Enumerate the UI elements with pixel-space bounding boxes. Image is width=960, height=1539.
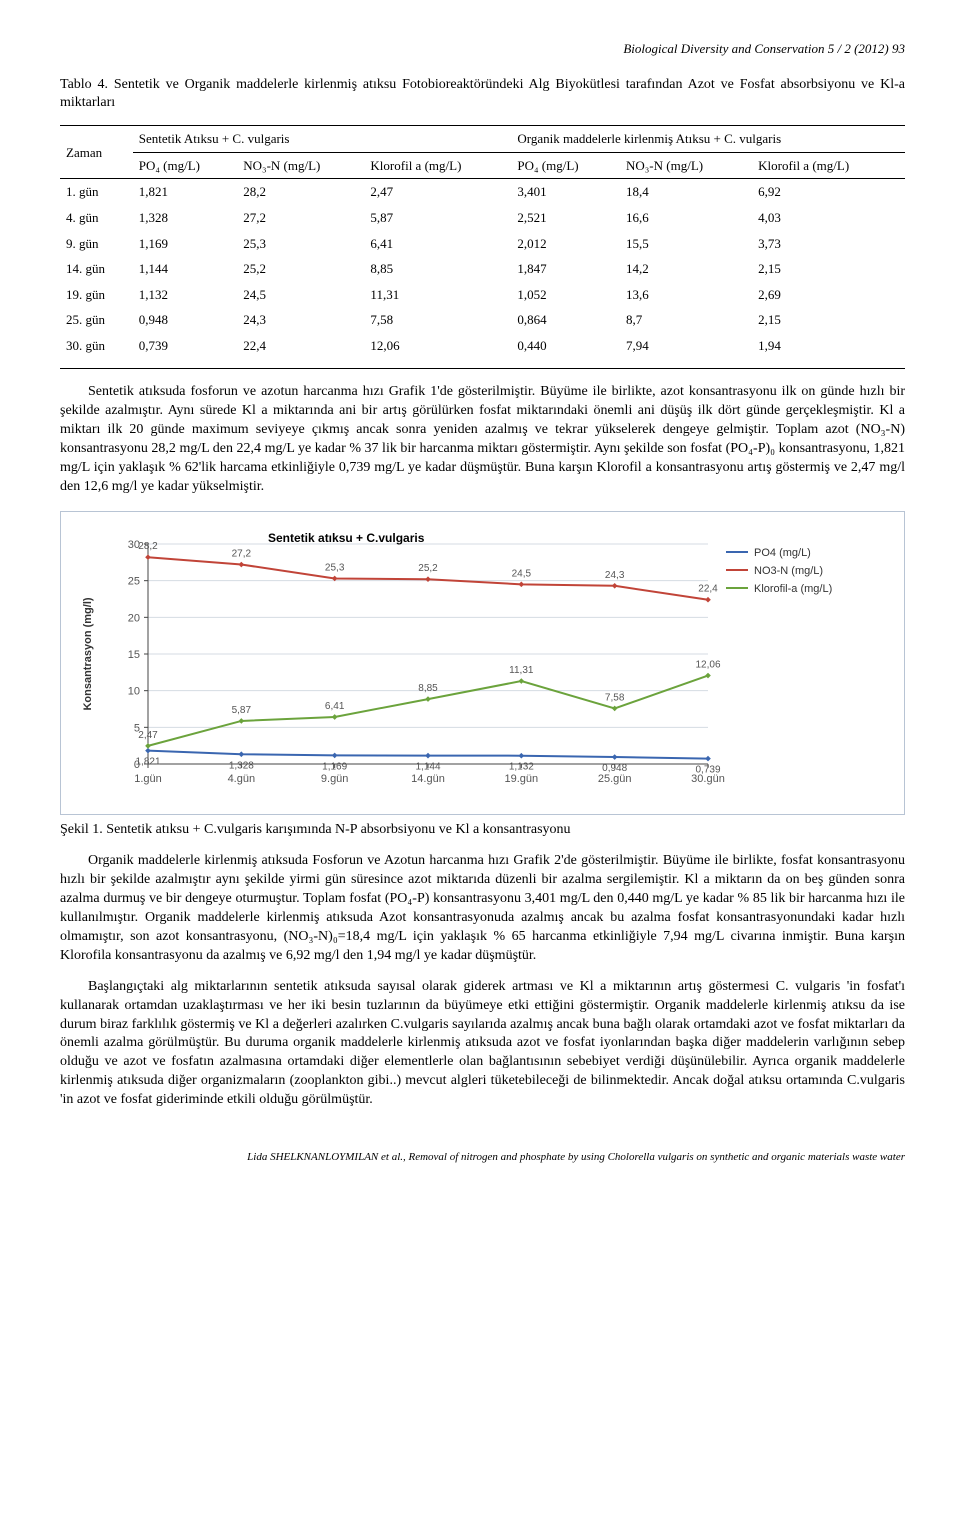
fig1-caption: Şekil 1. Sentetik atıksu + C.vulgaris ka…: [60, 821, 905, 840]
svg-text:1,169: 1,169: [322, 761, 347, 772]
svg-text:28,2: 28,2: [138, 541, 158, 552]
page-footer: Lida SHELKNANLOYMILAN et al., Removal of…: [60, 1150, 905, 1165]
svg-text:14.gün: 14.gün: [411, 773, 445, 785]
svg-text:1,821: 1,821: [135, 756, 160, 767]
table-row: 30. gün0,73922,412,060,4407,941,94: [60, 333, 905, 359]
table-row: 9. gün1,16925,36,412,01215,53,73: [60, 231, 905, 257]
table-row: 1. gün1,82128,22,473,40118,46,92: [60, 179, 905, 205]
svg-text:2,47: 2,47: [138, 729, 158, 740]
svg-text:Konsantrasyon (mg/l): Konsantrasyon (mg/l): [82, 597, 94, 710]
col-zaman: Zaman: [60, 126, 133, 179]
svg-text:1,144: 1,144: [415, 761, 440, 772]
svg-text:25,2: 25,2: [418, 563, 438, 574]
svg-text:7,58: 7,58: [605, 692, 625, 703]
svg-text:9.gün: 9.gün: [321, 773, 349, 785]
col-po4-l: PO₄ (mg/L): [133, 152, 238, 179]
svg-text:1,132: 1,132: [509, 761, 534, 772]
running-header: Biological Diversity and Conservation 5 …: [60, 40, 905, 58]
col-chl-l: Klorofil a (mg/L): [364, 152, 511, 179]
col-left: Sentetik Atıksu + C. vulgaris: [133, 126, 512, 153]
svg-text:PO4 (mg/L): PO4 (mg/L): [754, 547, 811, 559]
table-row: 14. gün1,14425,28,851,84714,22,15: [60, 256, 905, 282]
svg-text:15: 15: [128, 649, 140, 661]
paragraph-2: Organik maddelerle kirlenmiş atıksuda Fo…: [60, 852, 905, 965]
table4-caption: Tablo 4. Sentetik ve Organik maddelerle …: [60, 76, 905, 114]
svg-text:Klorofil-a (mg/L): Klorofil-a (mg/L): [754, 583, 832, 595]
col-po4-r: PO₄ (mg/L): [511, 152, 620, 179]
svg-text:11,31: 11,31: [509, 665, 534, 676]
svg-text:27,2: 27,2: [232, 548, 252, 559]
svg-text:1.gün: 1.gün: [134, 773, 162, 785]
chart-1-frame: 0510152025301.gün4.gün9.gün14.gün19.gün2…: [60, 511, 905, 816]
svg-text:22,4: 22,4: [698, 583, 718, 594]
svg-text:12,06: 12,06: [695, 659, 720, 670]
col-right: Organik maddelerle kirlenmiş Atıksu + C.…: [511, 126, 905, 153]
table4: Zaman Sentetik Atıksu + C. vulgaris Orga…: [60, 125, 905, 358]
svg-text:19.gün: 19.gün: [505, 773, 539, 785]
col-no3-r: NO₃-N (mg/L): [620, 152, 752, 179]
paragraph-1: Sentetik atıksuda fosforun ve azotun har…: [60, 383, 905, 496]
svg-text:20: 20: [128, 612, 140, 624]
table-row: 19. gün1,13224,511,311,05213,62,69: [60, 282, 905, 308]
svg-text:NO3-N (mg/L): NO3-N (mg/L): [754, 565, 823, 577]
svg-text:25.gün: 25.gün: [598, 773, 632, 785]
paragraph-3: Başlangıçtaki alg miktarlarının sentetik…: [60, 978, 905, 1110]
svg-text:1,328: 1,328: [229, 760, 254, 771]
svg-text:10: 10: [128, 685, 140, 697]
col-chl-r: Klorofil a (mg/L): [752, 152, 905, 179]
svg-text:8,85: 8,85: [418, 683, 438, 694]
table-row: 25. gün0,94824,37,580,8648,72,15: [60, 307, 905, 333]
svg-text:24,5: 24,5: [512, 568, 532, 579]
svg-text:6,41: 6,41: [325, 701, 345, 712]
col-no3-l: NO₃-N (mg/L): [237, 152, 364, 179]
svg-text:25,3: 25,3: [325, 562, 345, 573]
svg-text:Sentetik atıksu + C.vulgaris: Sentetik atıksu + C.vulgaris: [268, 531, 425, 545]
chart-1: 0510152025301.gün4.gün9.gün14.gün19.gün2…: [73, 524, 893, 804]
svg-text:25: 25: [128, 575, 140, 587]
svg-text:0,739: 0,739: [695, 764, 720, 775]
svg-text:4.gün: 4.gün: [228, 773, 256, 785]
table-row: 4. gün1,32827,25,872,52116,64,03: [60, 205, 905, 231]
svg-text:5,87: 5,87: [232, 705, 252, 716]
svg-text:0,948: 0,948: [602, 763, 627, 774]
svg-text:24,3: 24,3: [605, 569, 625, 580]
